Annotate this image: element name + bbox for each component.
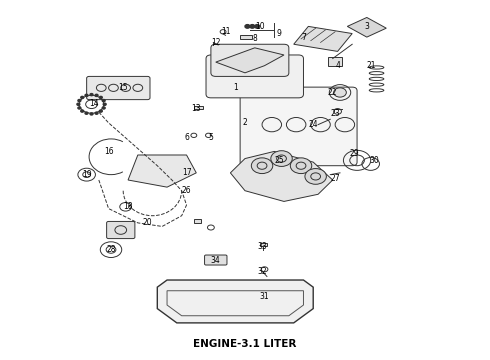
Text: 27: 27 bbox=[330, 174, 340, 183]
Circle shape bbox=[245, 24, 250, 28]
Text: 4: 4 bbox=[335, 61, 340, 70]
Polygon shape bbox=[347, 18, 386, 37]
Text: 9: 9 bbox=[277, 29, 282, 38]
Text: 12: 12 bbox=[211, 38, 220, 47]
Circle shape bbox=[290, 158, 312, 174]
Text: 31: 31 bbox=[260, 292, 270, 301]
Text: 32: 32 bbox=[257, 267, 267, 276]
Text: 22: 22 bbox=[328, 88, 338, 97]
Circle shape bbox=[102, 107, 105, 109]
Circle shape bbox=[85, 112, 88, 114]
Text: 2: 2 bbox=[243, 118, 247, 127]
Text: 11: 11 bbox=[221, 27, 230, 36]
Bar bbox=[194, 219, 201, 223]
Text: 15: 15 bbox=[119, 83, 128, 92]
Text: ENGINE-3.1 LITER: ENGINE-3.1 LITER bbox=[194, 339, 296, 349]
Circle shape bbox=[255, 24, 260, 28]
Text: 28: 28 bbox=[106, 245, 116, 254]
Text: 8: 8 bbox=[252, 35, 257, 44]
Circle shape bbox=[251, 158, 273, 174]
Text: 29: 29 bbox=[350, 149, 360, 158]
Polygon shape bbox=[128, 155, 196, 187]
Circle shape bbox=[90, 94, 93, 96]
Text: 24: 24 bbox=[308, 120, 318, 129]
Text: 30: 30 bbox=[369, 156, 379, 165]
Text: 23: 23 bbox=[330, 109, 340, 118]
Circle shape bbox=[78, 107, 81, 109]
Text: 25: 25 bbox=[274, 156, 284, 165]
Circle shape bbox=[250, 24, 255, 28]
Text: 34: 34 bbox=[211, 256, 220, 265]
Polygon shape bbox=[216, 48, 284, 73]
FancyBboxPatch shape bbox=[204, 255, 227, 265]
Polygon shape bbox=[230, 152, 333, 202]
Circle shape bbox=[95, 112, 98, 114]
Circle shape bbox=[90, 113, 93, 115]
Text: 6: 6 bbox=[184, 132, 189, 141]
FancyBboxPatch shape bbox=[211, 44, 289, 76]
Text: 20: 20 bbox=[143, 219, 152, 228]
Circle shape bbox=[77, 103, 80, 105]
Bar bbox=[328, 57, 343, 66]
Text: 7: 7 bbox=[301, 33, 306, 42]
Text: 13: 13 bbox=[192, 104, 201, 113]
Text: 10: 10 bbox=[255, 22, 265, 31]
Circle shape bbox=[334, 88, 346, 97]
Polygon shape bbox=[157, 280, 313, 323]
Circle shape bbox=[95, 94, 98, 96]
Text: 26: 26 bbox=[182, 186, 192, 195]
Text: 17: 17 bbox=[182, 168, 192, 177]
Circle shape bbox=[102, 99, 105, 102]
Circle shape bbox=[99, 96, 102, 99]
Circle shape bbox=[305, 168, 326, 184]
Circle shape bbox=[81, 110, 84, 112]
Circle shape bbox=[85, 94, 88, 96]
Circle shape bbox=[99, 110, 102, 112]
FancyBboxPatch shape bbox=[240, 87, 357, 166]
Text: 5: 5 bbox=[208, 132, 213, 141]
Bar bbox=[240, 35, 252, 39]
FancyBboxPatch shape bbox=[107, 221, 135, 239]
Text: 3: 3 bbox=[365, 22, 369, 31]
Text: 14: 14 bbox=[89, 99, 99, 108]
Bar bbox=[260, 243, 267, 246]
Bar bbox=[194, 106, 202, 109]
FancyBboxPatch shape bbox=[87, 76, 150, 100]
Circle shape bbox=[78, 99, 81, 102]
Circle shape bbox=[81, 96, 84, 99]
Text: 1: 1 bbox=[233, 83, 238, 92]
Text: 16: 16 bbox=[104, 147, 113, 156]
Text: 33: 33 bbox=[257, 242, 267, 251]
Circle shape bbox=[271, 151, 292, 166]
Text: 19: 19 bbox=[82, 170, 92, 179]
FancyBboxPatch shape bbox=[206, 55, 303, 98]
Polygon shape bbox=[294, 26, 352, 51]
Circle shape bbox=[103, 103, 106, 105]
Text: 18: 18 bbox=[123, 202, 133, 211]
Text: 21: 21 bbox=[367, 61, 376, 70]
